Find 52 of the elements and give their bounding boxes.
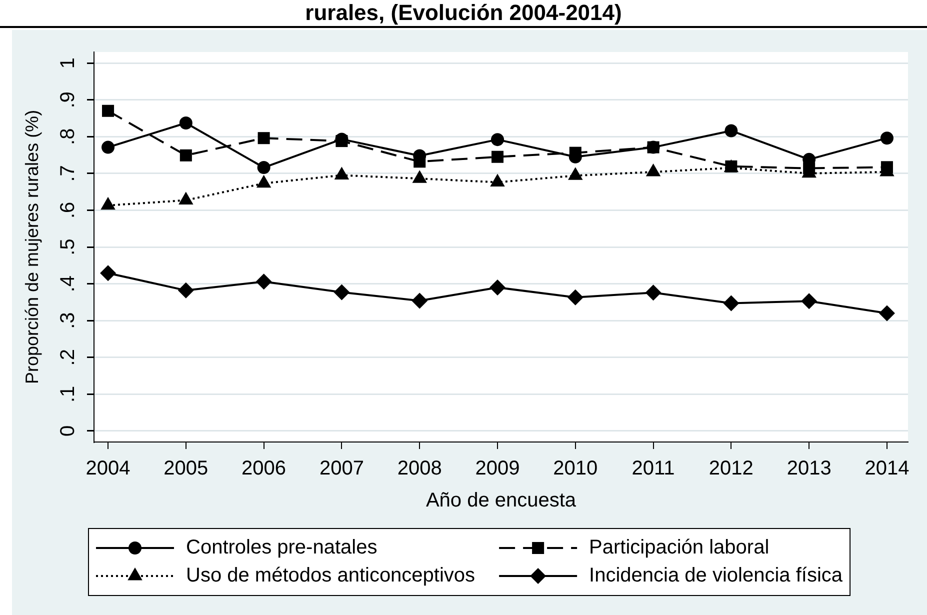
y-tick-label: .1	[57, 386, 80, 403]
point	[257, 161, 270, 174]
y-tick-label: 0	[57, 425, 80, 437]
point	[490, 133, 504, 146]
y-tick-label: .6	[57, 202, 80, 219]
legend-label: Controles pre-natales	[186, 536, 378, 559]
x-tick-label: 2014	[864, 458, 910, 480]
x-tick-label: 2009	[475, 458, 520, 480]
point	[489, 279, 506, 296]
x-tick-label: 2008	[397, 458, 442, 480]
y-tick-label: .2	[57, 349, 80, 366]
legend-label: Incidencia de violencia física	[589, 564, 844, 587]
point	[801, 293, 818, 310]
x-tick-label: 2012	[708, 458, 754, 480]
point	[567, 289, 584, 306]
x-tick-label: 2007	[319, 458, 364, 480]
point	[179, 116, 192, 130]
point	[100, 265, 116, 282]
x-tick-label: 2005	[164, 458, 208, 480]
point	[880, 132, 894, 145]
x-tick-label: 2013	[786, 458, 832, 480]
y-tick-label: .3	[57, 312, 80, 329]
point	[102, 104, 114, 117]
point	[491, 150, 504, 163]
point	[412, 292, 428, 309]
x-axis-title: Año de encuesta	[426, 490, 577, 512]
y-tick-label: .7	[57, 165, 80, 182]
point	[180, 149, 192, 162]
point	[645, 284, 662, 301]
legend-label: Uso de métodos anticonceptivos	[186, 564, 476, 587]
point	[724, 124, 738, 138]
point	[334, 284, 350, 300]
chart-title: rurales, (Evolución 2004-2014)	[0, 0, 927, 28]
x-tick-label: 2011	[632, 458, 675, 480]
point	[725, 160, 738, 172]
x-tick-label: 2004	[86, 458, 130, 480]
point	[723, 295, 740, 312]
point	[178, 282, 194, 298]
point	[878, 305, 895, 322]
point	[256, 274, 272, 290]
point	[102, 140, 115, 154]
y-tick-label: .8	[57, 128, 80, 145]
y-tick-label: .5	[57, 238, 80, 256]
x-tick-label: 2010	[553, 458, 598, 480]
y-tick-label: .9	[57, 91, 80, 108]
point	[880, 161, 893, 174]
y-tick-label: .4	[57, 275, 80, 292]
x-tick-label: 2006	[242, 458, 286, 480]
y-tick-label: 1	[57, 57, 80, 69]
y-axis-title: Proporción de mujeres rurales (%)	[22, 110, 42, 384]
legend-label: Participación laboral	[589, 536, 770, 559]
point	[258, 132, 270, 144]
